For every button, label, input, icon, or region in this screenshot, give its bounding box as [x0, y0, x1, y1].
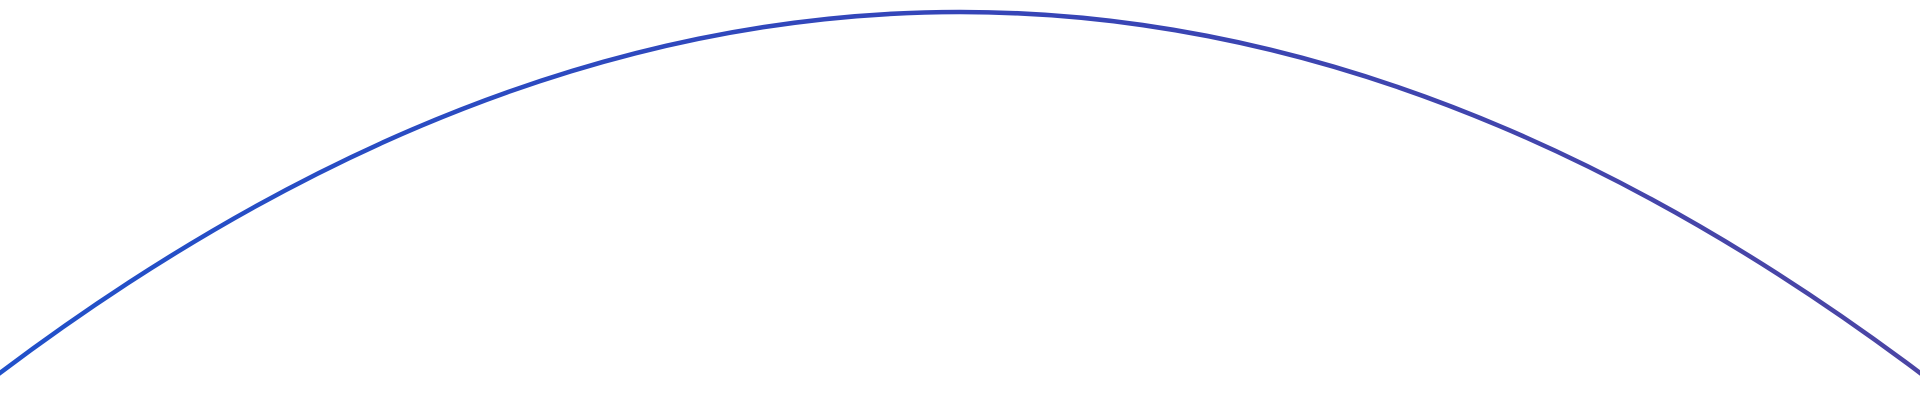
- curve-line: [0, 9, 1920, 376]
